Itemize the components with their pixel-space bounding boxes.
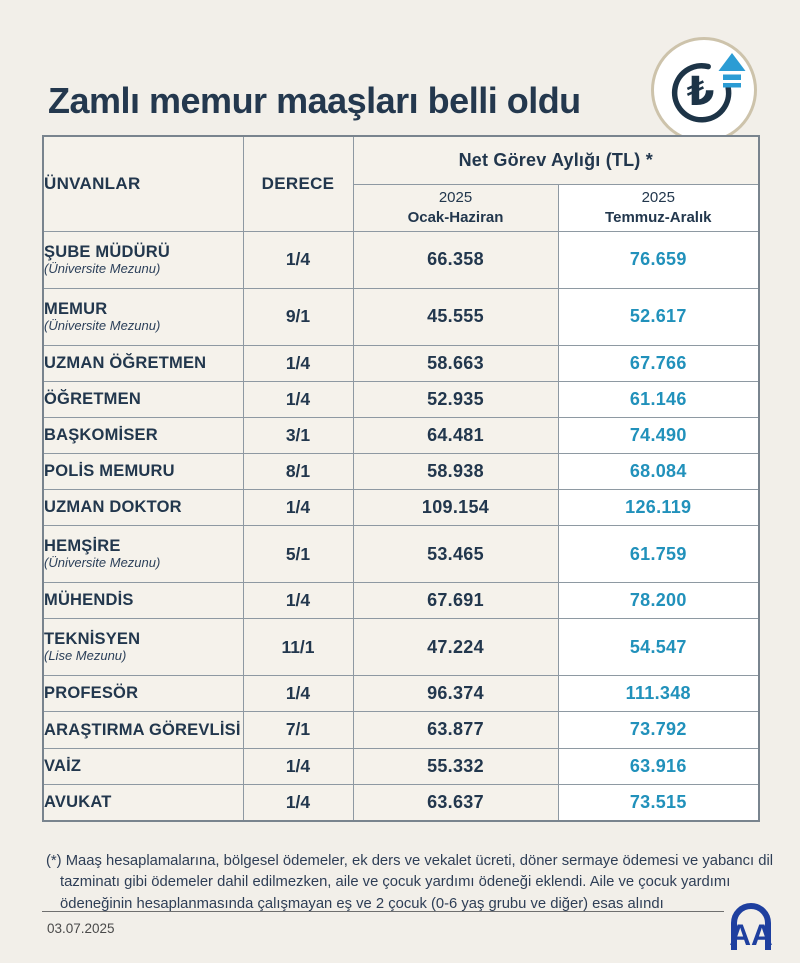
- row-title: HEMŞİRE: [44, 537, 121, 556]
- row-value-ocak-haziran: 64.481: [352, 416, 559, 454]
- row-value-ocak-haziran: 47.224: [352, 618, 559, 677]
- table-row: POLİS MEMURU 8/1 58.938 68.084: [42, 452, 760, 491]
- page-title: Zamlı memur maaşları belli oldu: [48, 80, 581, 122]
- table-row: ŞUBE MÜDÜRÜ (Üniversite Mezunu) 1/4 66.3…: [42, 230, 760, 289]
- table-row: ÖĞRETMEN 1/4 52.935 61.146: [42, 380, 760, 418]
- lira-increase-icon: ₺: [650, 36, 758, 144]
- row-value-ocak-haziran: 45.555: [352, 287, 559, 346]
- row-subtitle: (Lise Mezunu): [44, 648, 127, 664]
- table-row: BAŞKOMİSER 3/1 64.481 74.490: [42, 416, 760, 454]
- table-row: UZMAN DOKTOR 1/4 109.154 126.119: [42, 488, 760, 527]
- period1-year: 2025: [438, 189, 473, 206]
- row-value-temmuz-aralik: 73.792: [557, 711, 760, 749]
- row-value-ocak-haziran: 52.935: [352, 380, 559, 418]
- up-arrow-icon: [718, 53, 746, 88]
- table-row: MEMUR (Üniversite Mezunu) 9/1 45.555 52.…: [42, 287, 760, 346]
- date-label: 03.07.2025: [47, 921, 115, 936]
- salary-table-header: ÜNVANLAR DERECE Net Görev Aylığı (TL) * …: [42, 135, 760, 232]
- row-title: TEKNİSYEN: [44, 630, 141, 649]
- row-title: VAİZ: [44, 756, 82, 775]
- row-title: PROFESÖR: [44, 684, 139, 703]
- period2-year: 2025: [641, 189, 675, 206]
- row-derece: 3/1: [242, 416, 354, 454]
- period2-label: Temmuz-Aralık: [605, 208, 712, 226]
- row-value-temmuz-aralik: 67.766: [557, 344, 760, 382]
- footnote: (*) Maaş hesaplamalarına, bölgesel ödeme…: [46, 852, 774, 912]
- row-value-ocak-haziran: 67.691: [352, 582, 559, 620]
- row-value-temmuz-aralik: 78.200: [557, 582, 760, 620]
- row-value-ocak-haziran: 63.637: [352, 783, 559, 822]
- table-row: AVUKAT 1/4 63.637 73.515: [42, 783, 760, 822]
- row-derece: 1/4: [242, 488, 354, 527]
- row-value-temmuz-aralik: 76.659: [557, 230, 760, 289]
- column-group-header-net-gorev-ayligi: Net Görev Aylığı (TL) *: [352, 135, 760, 185]
- column-header-ocak-haziran: 2025 Ocak-Haziran: [352, 183, 559, 232]
- row-subtitle: (Üniversite Mezunu): [44, 260, 161, 276]
- row-value-ocak-haziran: 63.877: [352, 711, 559, 749]
- table-row: ARAŞTIRMA GÖREVLİSİ 7/1 63.877 73.792: [42, 711, 760, 749]
- row-title: UZMAN ÖĞRETMEN: [44, 353, 207, 372]
- row-value-temmuz-aralik: 68.084: [557, 452, 760, 491]
- row-value-temmuz-aralik: 63.916: [557, 747, 760, 785]
- row-derece: 1/4: [242, 675, 354, 713]
- row-derece: 8/1: [242, 452, 354, 491]
- footer-divider: [42, 911, 724, 912]
- row-subtitle: (Üniversite Mezunu): [44, 317, 161, 333]
- turkish-lira-symbol: ₺: [687, 69, 715, 115]
- column-header-derece: DERECE: [242, 135, 354, 232]
- row-value-temmuz-aralik: 54.547: [557, 618, 760, 677]
- row-value-ocak-haziran: 66.358: [352, 230, 559, 289]
- row-derece: 9/1: [242, 287, 354, 346]
- table-row: VAİZ 1/4 55.332 63.916: [42, 747, 760, 785]
- row-value-ocak-haziran: 58.663: [352, 344, 559, 382]
- row-value-ocak-haziran: 96.374: [352, 675, 559, 713]
- row-value-temmuz-aralik: 61.759: [557, 525, 760, 584]
- row-title: ŞUBE MÜDÜRÜ: [44, 242, 170, 261]
- row-value-temmuz-aralik: 61.146: [557, 380, 760, 418]
- row-derece: 5/1: [242, 525, 354, 584]
- row-title: MÜHENDİS: [44, 591, 134, 610]
- row-value-temmuz-aralik: 73.515: [557, 783, 760, 822]
- row-subtitle: (Üniversite Mezunu): [44, 555, 161, 571]
- anadolu-agency-logo-icon: AA: [726, 896, 776, 952]
- row-value-ocak-haziran: 58.938: [352, 452, 559, 491]
- row-title: MEMUR: [44, 299, 108, 318]
- row-derece: 11/1: [242, 618, 354, 677]
- row-value-temmuz-aralik: 74.490: [557, 416, 760, 454]
- column-header-temmuz-aralik: 2025 Temmuz-Aralık: [557, 183, 760, 232]
- row-value-ocak-haziran: 53.465: [352, 525, 559, 584]
- row-title: ARAŞTIRMA GÖREVLİSİ: [44, 720, 241, 739]
- row-title: UZMAN DOKTOR: [44, 498, 182, 517]
- row-derece: 7/1: [242, 711, 354, 749]
- table-row: UZMAN ÖĞRETMEN 1/4 58.663 67.766: [42, 344, 760, 382]
- row-value-ocak-haziran: 55.332: [352, 747, 559, 785]
- period1-label: Ocak-Haziran: [407, 208, 504, 226]
- salary-table: ÜNVANLAR DERECE Net Görev Aylığı (TL) * …: [42, 135, 761, 822]
- row-title: AVUKAT: [44, 792, 112, 811]
- row-value-temmuz-aralik: 52.617: [557, 287, 760, 346]
- row-derece: 1/4: [242, 747, 354, 785]
- row-title: POLİS MEMURU: [44, 462, 175, 480]
- column-header-unvanlar: ÜNVANLAR: [42, 135, 244, 232]
- table-row: PROFESÖR 1/4 96.374 111.348: [42, 675, 760, 713]
- row-derece: 1/4: [242, 783, 354, 822]
- row-title: ÖĞRETMEN: [44, 389, 141, 408]
- salary-table-body: ŞUBE MÜDÜRÜ (Üniversite Mezunu) 1/4 66.3…: [42, 230, 760, 822]
- row-derece: 1/4: [242, 230, 354, 289]
- table-row: HEMŞİRE (Üniversite Mezunu) 5/1 53.465 6…: [42, 525, 760, 584]
- row-derece: 1/4: [242, 344, 354, 382]
- table-row: MÜHENDİS 1/4 67.691 78.200: [42, 582, 760, 620]
- row-derece: 1/4: [242, 380, 354, 418]
- svg-text:AA: AA: [729, 919, 772, 952]
- row-title: BAŞKOMİSER: [44, 425, 158, 444]
- row-value-temmuz-aralik: 111.348: [557, 675, 760, 713]
- table-row: TEKNİSYEN (Lise Mezunu) 11/1 47.224 54.5…: [42, 618, 760, 677]
- row-value-temmuz-aralik: 126.119: [557, 488, 760, 527]
- row-derece: 1/4: [242, 582, 354, 620]
- row-value-ocak-haziran: 109.154: [352, 488, 559, 527]
